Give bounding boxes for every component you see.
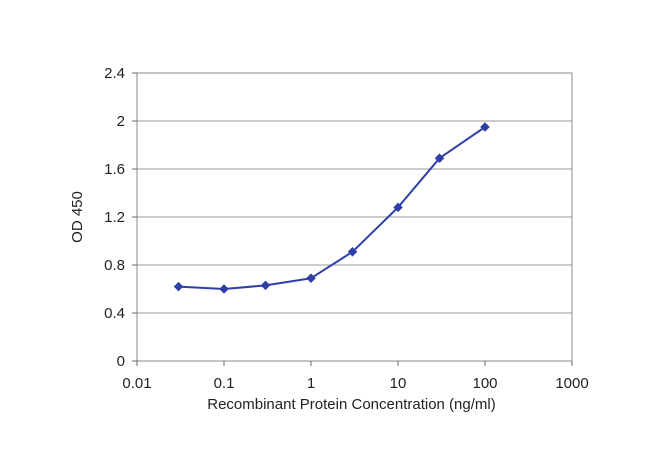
- data-point-marker: [173, 281, 184, 292]
- data-point-marker: [219, 284, 229, 294]
- data-point-marker: [306, 273, 316, 283]
- x-tick-label: 1: [307, 375, 315, 392]
- data-point-marker: [480, 122, 490, 132]
- y-tick-label: 1.2: [104, 209, 125, 226]
- data-point-marker: [393, 202, 403, 213]
- axis-layer: 0 0.4 0.8 1.2 1.6 2 2.4 0.01 0.1 1 10 100 1000: [104, 65, 589, 392]
- series-line: [178, 126, 486, 290]
- y-tick-label: 1.6: [104, 161, 125, 178]
- x-tick-label: 100: [472, 375, 497, 392]
- data-point-marker: [434, 153, 445, 163]
- x-tick-label: 10: [390, 375, 407, 392]
- grid-layer: [137, 72, 572, 314]
- data-point-marker: [347, 247, 358, 257]
- y-tick-label: 2: [117, 113, 125, 130]
- y-tick-label: 0.8: [104, 257, 125, 274]
- y-tick-label: 0: [117, 353, 125, 370]
- y-axis-title: OD 450: [69, 191, 86, 243]
- data-point-marker: [260, 280, 271, 291]
- x-axis-title: Recombinant Protein Concentration (ng/ml…: [207, 396, 495, 413]
- series-layer: [173, 122, 490, 294]
- y-tick-label: 0.4: [104, 305, 125, 322]
- x-tick-label: 1000: [555, 375, 588, 392]
- x-tick-label: 0.1: [214, 375, 235, 392]
- x-tick-label: 0.01: [122, 375, 151, 392]
- y-tick-label: 2.4: [104, 65, 125, 82]
